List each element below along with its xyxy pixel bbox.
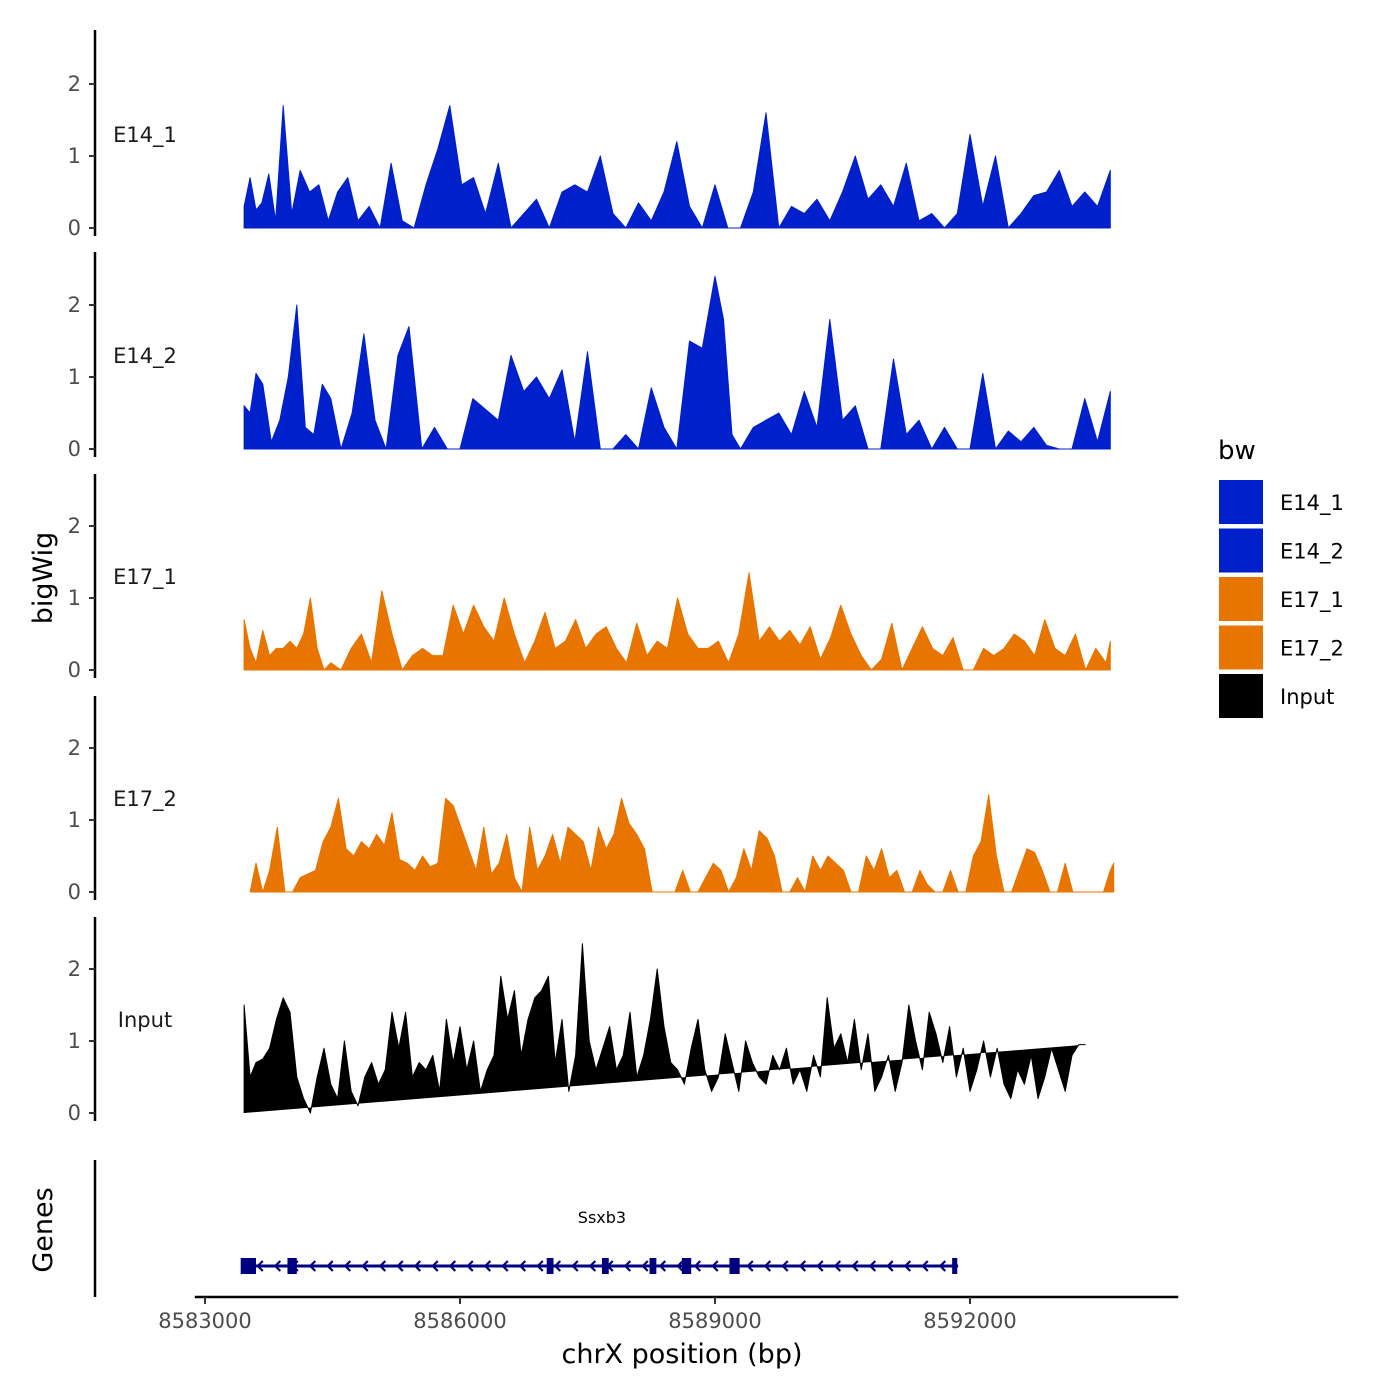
strand-arrow-icon xyxy=(448,1260,457,1272)
track-e17_1: 0 1 2 E17_1 xyxy=(68,474,1111,682)
x-tick-label: 8583000 xyxy=(158,1309,252,1333)
track-label: E14_1 xyxy=(113,123,177,148)
y-tick-label: 1 xyxy=(68,1029,81,1053)
gene-exon xyxy=(240,1258,256,1274)
y-tick-label: 2 xyxy=(68,514,81,538)
strand-arrow-icon xyxy=(501,1260,509,1272)
strand-arrow-icon xyxy=(326,1260,334,1272)
y-tick-label: 1 xyxy=(68,586,81,610)
x-axis: 8583000 8586000 8589000 8592000 xyxy=(158,1295,1179,1333)
x-tick-label: 8589000 xyxy=(668,1309,762,1333)
y-tick-label: 0 xyxy=(68,437,81,461)
signal-tracks: 0 1 2 E14_1 0 1 2 E14_2 0 1 2 E17_1 0 1 2 E17_2 0 1 2 Input xyxy=(68,30,1115,1125)
legend-label: E14_1 xyxy=(1280,491,1344,516)
track-area-e14_1 xyxy=(243,105,1111,229)
legend-swatch-e14_2 xyxy=(1219,528,1263,573)
strand-arrow-icon xyxy=(536,1260,544,1272)
strand-arrow-icon xyxy=(711,1260,719,1272)
gene-exon xyxy=(952,1258,958,1274)
track-label: Input xyxy=(118,1008,172,1032)
strand-arrow-icon xyxy=(553,1260,562,1272)
strand-arrow-icon xyxy=(693,1260,702,1272)
track-e14_1: 0 1 2 E14_1 xyxy=(68,30,1111,240)
strand-arrow-icon xyxy=(903,1260,912,1272)
track-e17_2: 0 1 2 E17_2 xyxy=(68,696,1115,904)
y-tick-label: 2 xyxy=(68,293,81,317)
strand-arrow-icon xyxy=(798,1260,807,1272)
legend-title: bw xyxy=(1218,436,1256,466)
strand-arrow-icon xyxy=(886,1260,894,1272)
gene-exon xyxy=(729,1258,740,1274)
legend: bw E14_1 E14_2 E17_1 E17_2 Input xyxy=(1218,436,1344,718)
track-area-input xyxy=(243,943,1086,1114)
legend-label: E17_1 xyxy=(1280,588,1344,613)
y-tick-label: 2 xyxy=(68,72,81,96)
legend-swatch-e17_1 xyxy=(1219,577,1263,621)
x-tick-label: 8592000 xyxy=(923,1309,1017,1333)
legend-label: E17_2 xyxy=(1280,637,1344,662)
strand-arrow-icon xyxy=(851,1260,859,1272)
strand-arrow-icon xyxy=(921,1260,929,1272)
track-area-e17_1 xyxy=(243,572,1111,671)
y-tick-label: 2 xyxy=(68,957,81,981)
legend-label: E14_2 xyxy=(1280,540,1344,565)
track-input: 0 1 2 Input xyxy=(68,917,1086,1125)
strand-arrow-icon xyxy=(868,1260,877,1272)
track-e14_2: 0 1 2 E14_2 xyxy=(68,252,1111,461)
strand-arrow-icon xyxy=(781,1260,789,1272)
strand-arrow-icon xyxy=(571,1260,579,1272)
strand-arrow-icon xyxy=(308,1260,317,1272)
strand-arrow-icon xyxy=(676,1260,684,1272)
strand-arrow-icon xyxy=(273,1260,282,1272)
y-tick-label: 2 xyxy=(68,736,81,760)
y-tick-label: 0 xyxy=(68,880,81,904)
track-area-e17_2 xyxy=(249,794,1115,893)
strand-arrow-icon xyxy=(816,1260,824,1272)
strand-arrow-icon xyxy=(746,1260,754,1272)
y-axis-title: bigWig xyxy=(28,532,59,625)
gene-track: Ssxb3 xyxy=(93,1160,959,1297)
x-axis-title: chrX position (bp) xyxy=(561,1339,802,1370)
legend-swatch-e14_1 xyxy=(1219,480,1263,524)
track-label: E17_1 xyxy=(113,565,177,590)
y-tick-label: 0 xyxy=(68,658,81,682)
strand-arrow-icon xyxy=(623,1260,632,1272)
gene-exon xyxy=(546,1258,554,1274)
strand-arrow-icon xyxy=(658,1260,667,1272)
gene-exon xyxy=(649,1258,657,1274)
track-label: E14_2 xyxy=(113,344,177,369)
y-tick-label: 0 xyxy=(68,216,81,240)
y-tick-label: 1 xyxy=(68,144,81,168)
strand-arrow-icon xyxy=(641,1260,649,1272)
legend-swatch-e17_2 xyxy=(1219,625,1263,670)
strand-arrow-icon xyxy=(413,1260,422,1272)
strand-arrow-icon xyxy=(343,1260,352,1272)
y-tick-label: 0 xyxy=(68,1101,81,1125)
strand-arrow-icon xyxy=(466,1260,474,1272)
strand-arrow-icon xyxy=(588,1260,597,1272)
strand-arrow-icon xyxy=(483,1260,492,1272)
gene-exon xyxy=(287,1258,297,1274)
genes-axis-title: Genes xyxy=(28,1187,59,1272)
gene-exon xyxy=(601,1258,609,1274)
strand-arrow-icon xyxy=(431,1260,439,1272)
gene-exon xyxy=(681,1258,692,1274)
y-tick-label: 1 xyxy=(68,365,81,389)
track-area-e14_2 xyxy=(243,275,1111,450)
strand-arrow-icon xyxy=(518,1260,527,1272)
strand-arrow-icon xyxy=(833,1260,842,1272)
strand-arrow-icon xyxy=(763,1260,772,1272)
strand-arrow-icon xyxy=(938,1260,947,1272)
strand-arrow-icon xyxy=(396,1260,404,1272)
strand-arrow-icon xyxy=(361,1260,369,1272)
gene-name-label: Ssxb3 xyxy=(578,1208,626,1227)
track-label: E17_2 xyxy=(113,787,177,812)
x-tick-label: 8586000 xyxy=(413,1309,507,1333)
strand-arrow-icon xyxy=(256,1260,264,1272)
y-tick-label: 1 xyxy=(68,808,81,832)
strand-arrow-icon xyxy=(378,1260,387,1272)
legend-swatch-input xyxy=(1219,674,1263,718)
legend-label: Input xyxy=(1280,685,1334,709)
